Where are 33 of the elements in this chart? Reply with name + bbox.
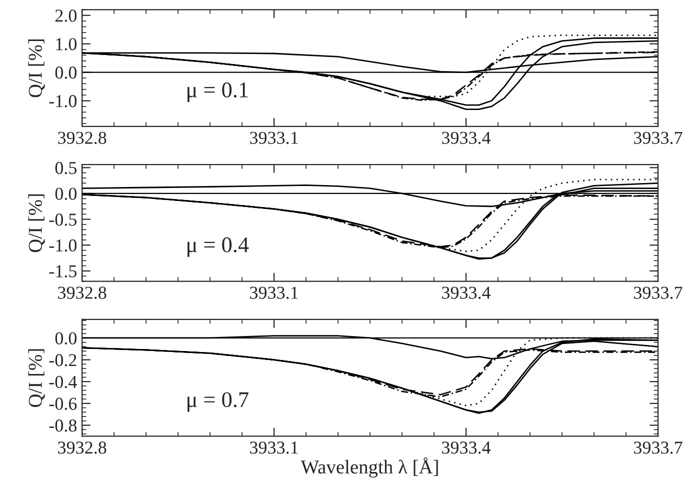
y-axis-title: Q/I [%] [28, 40, 45, 98]
x-tick-label: 3933.7 [634, 132, 682, 144]
x-axis-title: Wavelength λ [Å] [300, 457, 438, 478]
x-tick-label: 3932.8 [58, 442, 106, 454]
y-tick-label: -0.4 [49, 376, 77, 388]
annotation: μ = 0.7 [188, 392, 248, 412]
y-tick-label: 0.5 [55, 162, 77, 174]
x-tick-label: 3933.7 [634, 442, 682, 454]
annotation: μ = 0.1 [188, 82, 248, 102]
x-tick-label: 3933.1 [250, 442, 298, 454]
x-tick-label: 3933.1 [250, 286, 298, 299]
y-tick-label: -1.5 [49, 265, 77, 278]
x-tick-label: 3933.7 [634, 286, 682, 299]
x-tick-label: 3932.8 [58, 286, 106, 299]
y-tick-label: -0.5 [49, 214, 77, 226]
annotation: μ = 0.4 [188, 237, 249, 257]
y-tick-label: 2.0 [55, 10, 77, 22]
y-tick-label: -0.2 [49, 354, 76, 366]
x-tick-label: 3933.4 [442, 286, 491, 299]
y-tick-label: 1.0 [56, 38, 77, 50]
x-tick-label: 3933.4 [442, 442, 491, 454]
y-tick-label: -1.0 [49, 95, 77, 108]
y-tick-label: 0.0 [55, 188, 77, 200]
y-tick-label: -1.0 [49, 239, 77, 252]
x-tick-label: 3933.4 [442, 132, 491, 144]
x-tick-label: 3933.1 [250, 132, 298, 144]
y-axis-title: Q/I [%] [28, 349, 45, 407]
y-tick-label: -0.6 [49, 398, 77, 410]
y-axis-title: Q/I [%] [28, 194, 45, 252]
x-tick-label: 3932.8 [58, 132, 106, 144]
y-tick-label: 0.0 [55, 66, 77, 79]
y-tick-label: -0.8 [49, 420, 77, 432]
y-tick-label: 0.0 [55, 332, 77, 344]
